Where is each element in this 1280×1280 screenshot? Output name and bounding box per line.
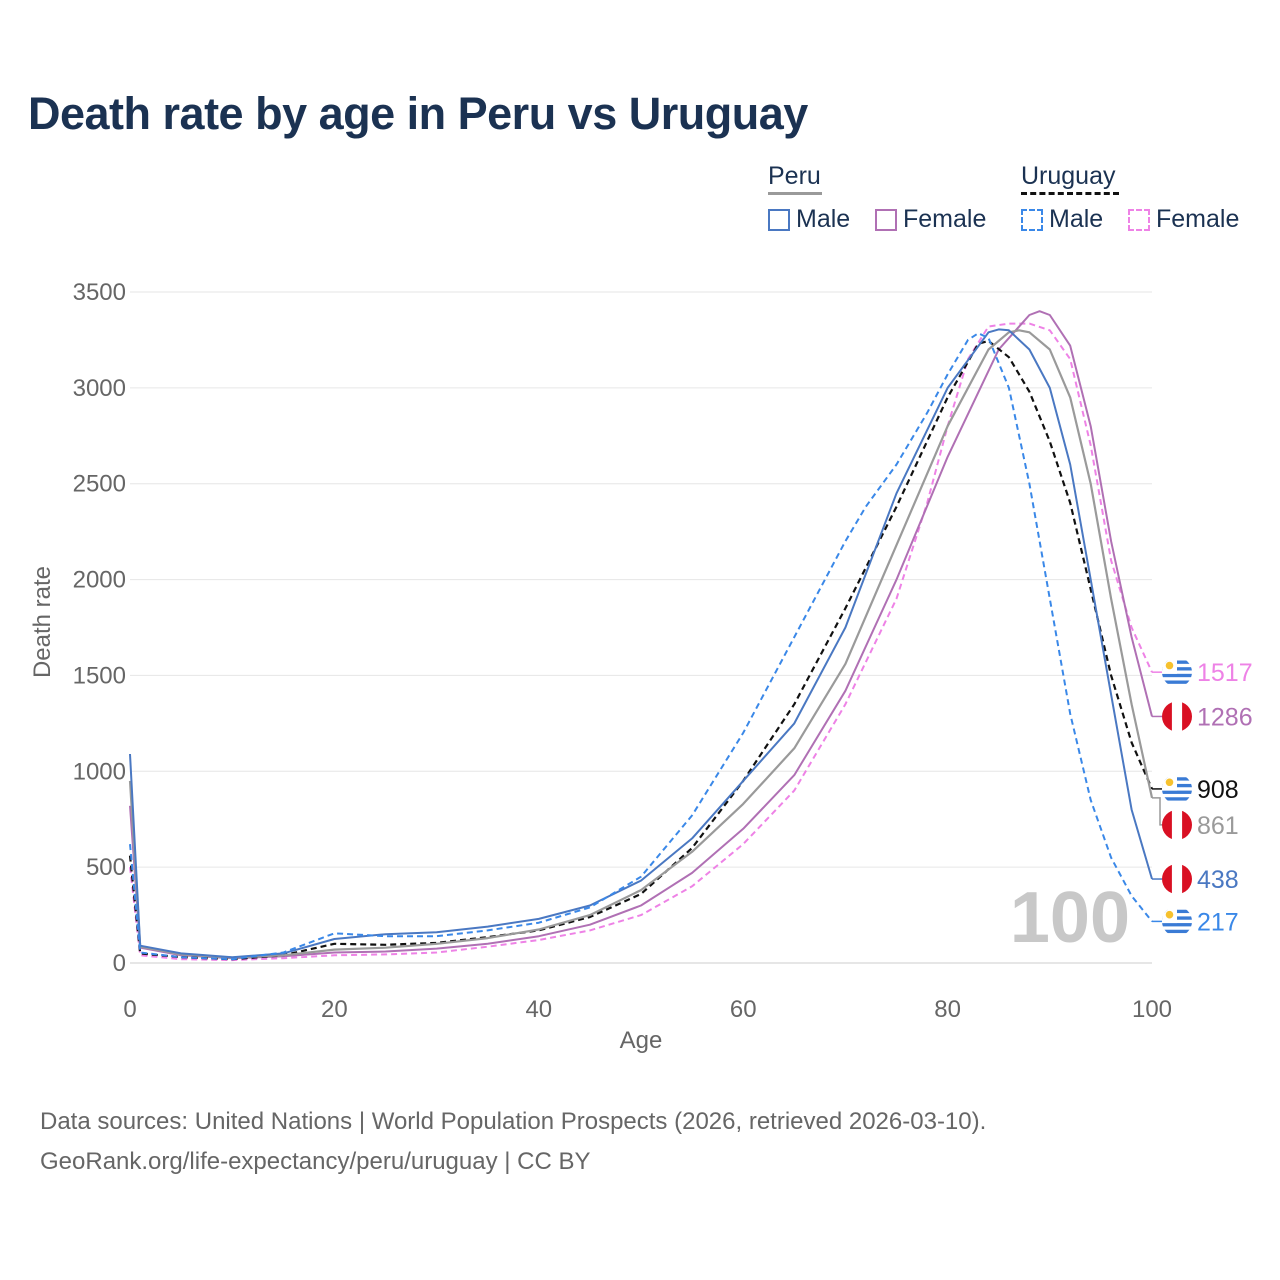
end-value-uruguay_male: 217	[1197, 908, 1239, 936]
x-axis-ticks: 0 20 40 60 80 100	[123, 996, 1172, 1023]
y-tick-label: 1000	[73, 758, 126, 785]
death-rate-chart: 100 0 500 1000 1500 2000 2500 3000 3500 0 20 40 60…	[29, 279, 1253, 1054]
end-value-peru_total: 861	[1197, 812, 1239, 840]
x-tick-label: 20	[321, 996, 348, 1023]
end-label-peru_male: 438	[1162, 864, 1239, 895]
series-line-peru_total[interactable]	[128, 329, 1154, 959]
legend-peru-female-swatch	[875, 208, 897, 231]
end-label-uruguay_female: 1517	[1162, 657, 1253, 688]
series-line-peru_male[interactable]	[129, 328, 1153, 959]
series-line-peru_female[interactable]	[129, 310, 1153, 960]
series-line-uruguay_female[interactable]	[129, 322, 1153, 962]
y-tick-label: 3000	[73, 375, 126, 402]
gridlines	[130, 291, 1152, 964]
end-value-peru_female: 1286	[1197, 703, 1253, 731]
y-tick-label: 1500	[73, 662, 126, 689]
series-lines	[128, 310, 1154, 962]
end-label-peru_female: 1286	[1162, 701, 1253, 732]
x-tick-label: 100	[1132, 996, 1172, 1023]
x-tick-label: 40	[525, 996, 552, 1023]
x-axis-label: Age	[620, 1027, 663, 1054]
source-line-1: Data sources: United Nations | World Pop…	[40, 1108, 987, 1135]
y-tick-label: 500	[86, 854, 126, 881]
legend-uruguay-male-label: Male	[1049, 205, 1104, 233]
legend-uruguay-female[interactable]: Female	[1128, 205, 1239, 234]
y-axis-label: Death rate	[29, 566, 56, 678]
legend-group-peru: Peru	[768, 162, 822, 195]
series-line-uruguay_total[interactable]	[128, 339, 1154, 961]
legend-peru-female[interactable]: Female	[875, 205, 986, 234]
peru-flag-icon	[1162, 864, 1192, 895]
x-tick-label: 80	[934, 996, 961, 1023]
end-label-uruguay_total: 908	[1162, 773, 1239, 804]
legend-peru-female-label: Female	[903, 205, 987, 233]
legend-peru-male-swatch	[768, 208, 790, 231]
year-watermark: 100	[1010, 878, 1130, 958]
x-tick-label: 0	[123, 996, 136, 1023]
legend-peru-male-label: Male	[796, 205, 851, 233]
peru-flag-icon	[1162, 809, 1192, 840]
y-tick-label: 2500	[73, 471, 126, 498]
source-line-2[interactable]: GeoRank.org/life-expectancy/peru/uruguay…	[40, 1148, 591, 1175]
legend-uruguay-male[interactable]: Male	[1021, 205, 1103, 234]
end-label-uruguay_male: 217	[1162, 906, 1239, 937]
x-tick-label: 60	[730, 996, 757, 1023]
y-axis-ticks: 0 500 1000 1500 2000 2500 3000 3500	[73, 279, 126, 977]
y-tick-label: 2000	[73, 567, 126, 594]
chart-title: Death rate by age in Peru vs Uruguay	[28, 88, 808, 139]
legend-peru-label: Peru	[768, 162, 821, 190]
uruguay-flag-icon	[1162, 773, 1192, 804]
end-value-uruguay_total: 908	[1197, 776, 1239, 804]
legend-uruguay-total-swatch	[1021, 192, 1119, 195]
series-line-uruguay_male[interactable]	[129, 332, 1153, 961]
end-label-peru_total: 861	[1162, 809, 1239, 840]
legend-uruguay-label: Uruguay	[1021, 162, 1116, 190]
legend-group-uruguay: Uruguay	[1021, 162, 1119, 195]
uruguay-flag-icon	[1162, 657, 1192, 688]
legend-peru-male[interactable]: Male	[768, 205, 850, 234]
peru-flag-icon	[1162, 701, 1192, 732]
legend-uruguay-female-swatch	[1128, 208, 1150, 231]
legend-uruguay-female-label: Female	[1156, 205, 1240, 233]
legend-peru-total-swatch	[768, 192, 822, 195]
series-end-labels: 1517 1286 908 861 438 217	[1152, 657, 1253, 937]
end-value-uruguay_female: 1517	[1197, 659, 1253, 687]
uruguay-flag-icon	[1162, 906, 1192, 937]
y-tick-label: 0	[113, 950, 126, 977]
end-value-peru_male: 438	[1197, 866, 1239, 894]
legend-uruguay-male-swatch	[1021, 208, 1043, 231]
y-tick-label: 3500	[73, 279, 126, 306]
